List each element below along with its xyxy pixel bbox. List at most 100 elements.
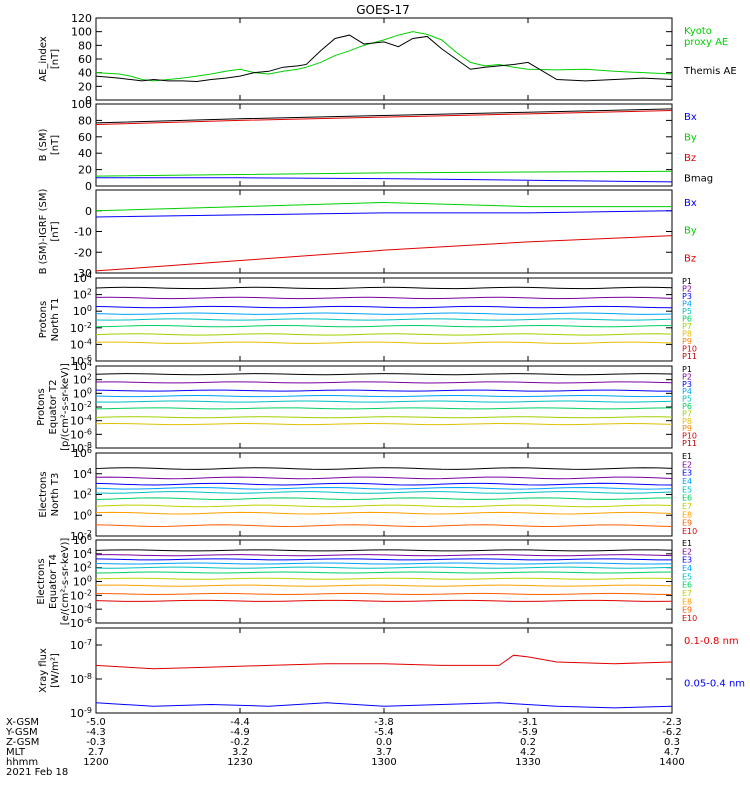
channel-line-e4: [95, 486, 673, 490]
channel-label: P7: [682, 409, 692, 418]
series-line-0-05-0-4-nm: [95, 702, 673, 709]
channel-label: E8: [682, 510, 692, 519]
channel-line-p7: [95, 333, 673, 336]
y-axis-label: [e/(cm²-s-sr-keV)]: [60, 538, 71, 626]
channel-line-p1: [95, 373, 673, 376]
y-tick-label: 10-6: [70, 427, 92, 441]
y-axis-label: [p/(cm²-s-sr-keV)]: [60, 363, 71, 451]
channel-line-p5: [95, 318, 673, 321]
y-tick-label: 10-4: [70, 602, 92, 616]
channel-label: P1: [682, 365, 692, 374]
y-tick-label: 106: [73, 533, 92, 547]
channel-line-e6: [95, 497, 673, 500]
y-axis-label: B (SM): [38, 128, 49, 161]
y-axis-label: B (SM)-IGRF (SM): [38, 189, 49, 275]
panel-bigrf: -30 -20 -10 0 B (SM)-IGRF (SM) [nT] Bx By Bz: [38, 189, 697, 280]
y-tick-label: 80: [78, 114, 92, 127]
channel-line-p2: [95, 296, 673, 300]
x-axis-value: -4.9: [230, 727, 250, 738]
channel-line-e5: [95, 491, 673, 494]
series-line-bx: [96, 177, 673, 183]
y-tick-label: 10-2: [70, 529, 92, 543]
x-axis-value: -3.1: [518, 717, 538, 728]
panel-frame: [95, 103, 673, 187]
x-axis-value: -5.4: [374, 727, 394, 738]
y-tick-label: 10-2: [70, 400, 92, 414]
x-axis-value: -2.3: [662, 717, 682, 728]
y-tick-label: 20: [78, 164, 92, 177]
channel-line-p4: [95, 312, 673, 315]
y-axis-label: Xray flux: [38, 648, 49, 693]
y-tick-label: 10-8: [70, 672, 92, 686]
x-axis-value: -5.9: [518, 727, 538, 738]
channel-label: E5: [682, 485, 692, 494]
channel-label: E9: [682, 519, 692, 528]
channel-label: E4: [682, 564, 692, 573]
y-tick-label: 60: [78, 131, 92, 144]
channel-line-e8: [95, 584, 673, 587]
y-tick-label: 100: [73, 575, 92, 589]
y-tick-label: 102: [73, 288, 92, 302]
channel-line-e7: [95, 577, 673, 580]
x-axis-value: 1400: [659, 757, 684, 768]
channel-line-e5: [95, 566, 673, 569]
y-axis-label: [nT]: [50, 221, 61, 241]
x-axis-value: -4.3: [86, 727, 106, 738]
series-line-bmag: [95, 108, 673, 124]
channel-line-p8: [95, 341, 673, 344]
x-axis-value: -0.3: [86, 737, 106, 748]
y-tick-label: 104: [73, 467, 92, 481]
channel-line-e3: [95, 482, 673, 486]
legend-label: 0.1-0.8 nm: [684, 636, 739, 647]
x-axis-value: 1300: [371, 757, 396, 768]
y-tick-label: 10-7: [70, 638, 92, 652]
channel-label: E4: [682, 477, 692, 486]
channel-label: E7: [682, 589, 692, 598]
x-axis-row-label: 2021 Feb 18: [6, 767, 68, 778]
channel-label: P3: [682, 380, 692, 389]
channel-line-p8: [95, 423, 673, 426]
series-line-bx: [95, 210, 673, 218]
x-axis-value: 0.2: [520, 737, 536, 748]
legend-label: Bz: [684, 153, 696, 164]
series-line-bz: [95, 110, 673, 125]
channel-label: E2: [682, 547, 692, 556]
y-tick-label: 120: [71, 12, 92, 25]
channel-label: P9: [682, 424, 692, 433]
panel-bsm: 0 20 40 60 80 100 B (SM) [nT] Bx By Bz Bmag: [38, 98, 713, 193]
y-axis-label: [nT]: [50, 49, 61, 69]
channel-label: E1: [682, 452, 692, 461]
x-axis-value: -5.0: [86, 717, 106, 728]
y-tick-label: 0: [85, 180, 92, 193]
legend-label: Bx: [684, 198, 697, 209]
channel-line-e1: [95, 467, 673, 470]
channel-label: E6: [682, 581, 692, 590]
channel-line-e4: [95, 562, 673, 565]
x-axis-value: -6.2: [662, 727, 682, 738]
y-axis-label: [W/m²]: [50, 653, 61, 688]
y-tick-label: -30: [74, 267, 92, 280]
channel-label: P5: [682, 395, 692, 404]
channel-label: P8: [682, 330, 692, 339]
channel-line-p7: [95, 416, 673, 419]
panel-frame: [95, 365, 673, 449]
series-line-by: [95, 170, 673, 177]
channel-line-p3: [95, 389, 673, 392]
legend-label: Bz: [684, 253, 696, 264]
channel-label: E8: [682, 597, 692, 606]
x-axis-row-label: Y-GSM: [5, 727, 38, 738]
x-axis-value: -3.8: [374, 717, 394, 728]
y-tick-label: 10-6: [70, 616, 92, 630]
panel-frame: [95, 627, 673, 714]
legend-label: Bmag: [684, 174, 713, 185]
y-tick-label: 10-2: [70, 321, 92, 335]
y-tick-label: 102: [73, 488, 92, 502]
y-tick-label: 80: [78, 39, 92, 52]
series-line-0-1-0-8-nm: [95, 654, 673, 670]
x-axis-row-label: Z-GSM: [6, 737, 39, 748]
y-axis-label: North T1: [50, 298, 61, 342]
channel-line-e1: [95, 549, 673, 552]
